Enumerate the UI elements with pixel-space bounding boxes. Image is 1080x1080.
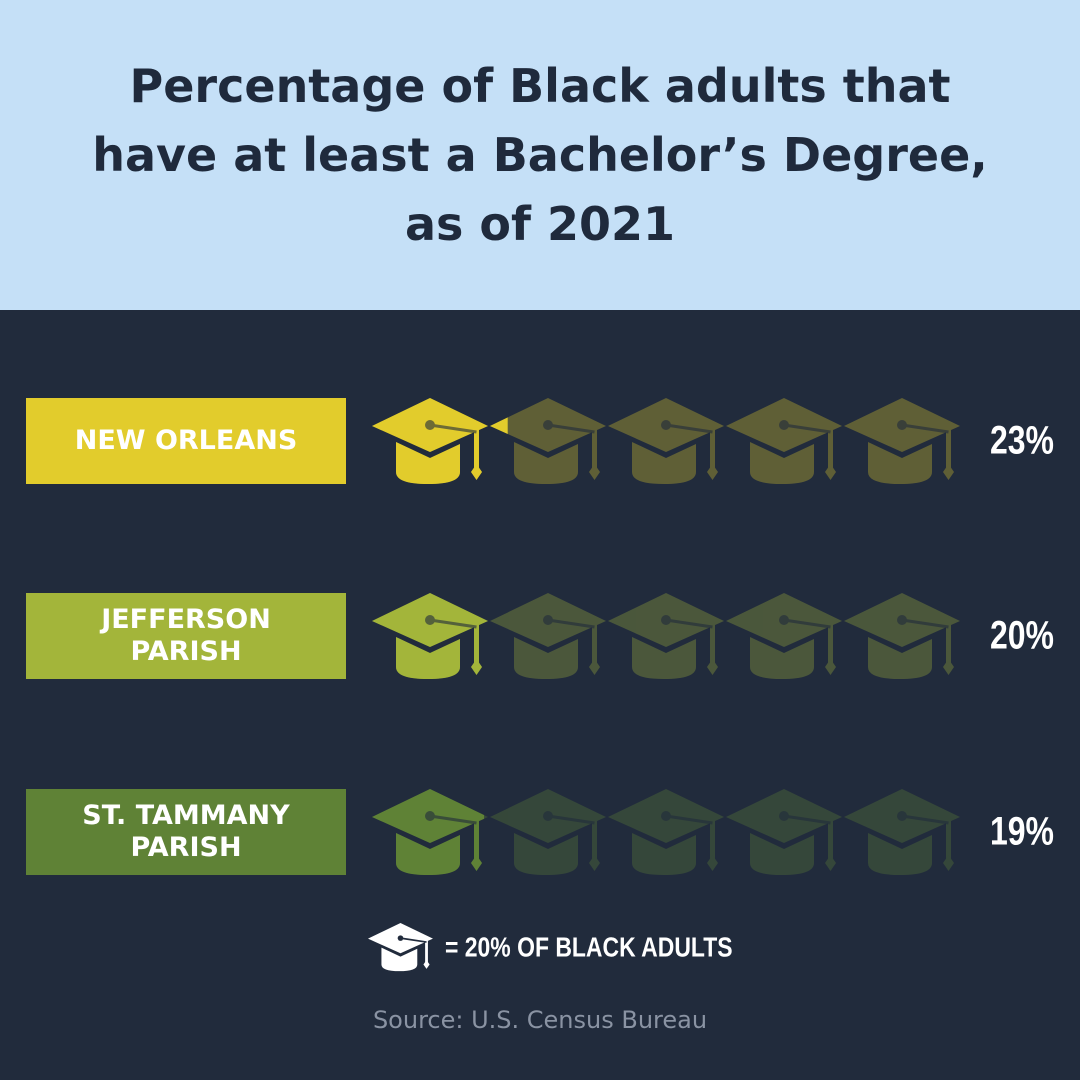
icon-shape — [844, 593, 960, 679]
icon-shape — [608, 593, 724, 679]
icon-empty — [608, 593, 724, 679]
icon-empty — [490, 593, 606, 679]
value-label: 19% — [990, 808, 1054, 853]
icon-empty — [726, 789, 842, 875]
icon-empty — [726, 593, 842, 679]
legend-icon — [368, 923, 433, 972]
icon-empty — [608, 789, 724, 875]
icon-empty — [844, 398, 960, 484]
icon-shape — [368, 923, 433, 972]
category-label-box: ST. TAMMANY PARISH — [26, 789, 346, 875]
icon-shape — [608, 789, 724, 875]
icon-shape — [490, 789, 606, 875]
header: Percentage of Black adults that have at … — [0, 0, 1080, 310]
category-label-box: NEW ORLEANS — [26, 398, 346, 484]
icon-empty — [726, 398, 842, 484]
icon-empty — [844, 789, 960, 875]
category-label: JEFFERSON PARISH — [101, 604, 271, 667]
source: Source: U.S. Census Bureau — [372, 1006, 708, 1034]
icon-shape — [726, 398, 842, 484]
category-label: ST. TAMMANY PARISH — [82, 800, 290, 863]
icon-shape — [372, 398, 488, 484]
category-label: NEW ORLEANS — [74, 425, 298, 456]
value-label: 20% — [990, 612, 1054, 657]
icon-empty — [844, 593, 960, 679]
legend-text: = 20% OF BLACK ADULTS — [445, 932, 733, 963]
icon-empty — [490, 398, 606, 484]
category-label-box: JEFFERSON PARISH — [26, 593, 346, 679]
icon-shape — [726, 593, 842, 679]
icon-shape — [490, 593, 606, 679]
icon-shape — [490, 398, 606, 484]
icon-empty — [608, 398, 724, 484]
icon-shape — [844, 789, 960, 875]
icon-shape — [372, 789, 485, 875]
icon-shape — [372, 593, 488, 679]
icon-shape — [608, 398, 724, 484]
icon-shape — [726, 789, 842, 875]
icon-shape — [844, 398, 960, 484]
value-label: 23% — [990, 417, 1054, 462]
chart-title: Percentage of Black adults that have at … — [92, 58, 988, 251]
icon-empty — [490, 789, 606, 875]
